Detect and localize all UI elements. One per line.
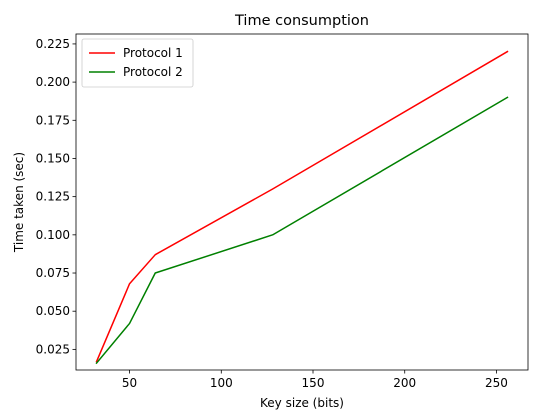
x-tick-label: 100 [210, 376, 233, 390]
x-axis-ticks: 50 100 150 200 250 [122, 370, 508, 390]
y-tick-label: 0.150 [36, 151, 70, 165]
series-line-protocol-2 [95, 96, 509, 365]
y-tick-label: 0.200 [36, 75, 70, 89]
y-axis-ticks: 0.025 0.050 0.075 0.100 0.125 0.150 0.175 0.200… [36, 37, 76, 356]
x-tick-label: 50 [122, 376, 137, 390]
legend-label-protocol-1: Protocol 1 [123, 46, 183, 60]
x-tick-label: 200 [393, 376, 416, 390]
chart-title: Time consumption [234, 13, 369, 29]
legend-label-protocol-2: Protocol 2 [123, 65, 183, 79]
x-tick-label: 250 [485, 376, 508, 390]
x-axis-title: Key size (bits) [260, 396, 344, 410]
x-tick-label: 150 [302, 376, 325, 390]
y-tick-label: 0.075 [36, 266, 70, 280]
y-tick-label: 0.175 [36, 113, 70, 127]
y-tick-label: 0.125 [36, 190, 70, 204]
y-tick-label: 0.100 [36, 228, 70, 242]
legend: Protocol 1 Protocol 2 [81, 38, 194, 88]
y-axis-title: Time taken (sec) [12, 152, 26, 253]
y-tick-label: 0.025 [36, 342, 70, 356]
legend-box [81, 38, 194, 88]
plot-area-frame [75, 33, 529, 371]
y-tick-label: 0.225 [36, 37, 70, 51]
series-lines [95, 50, 509, 365]
series-line-protocol-1 [95, 50, 509, 363]
y-tick-label: 0.050 [36, 304, 70, 318]
